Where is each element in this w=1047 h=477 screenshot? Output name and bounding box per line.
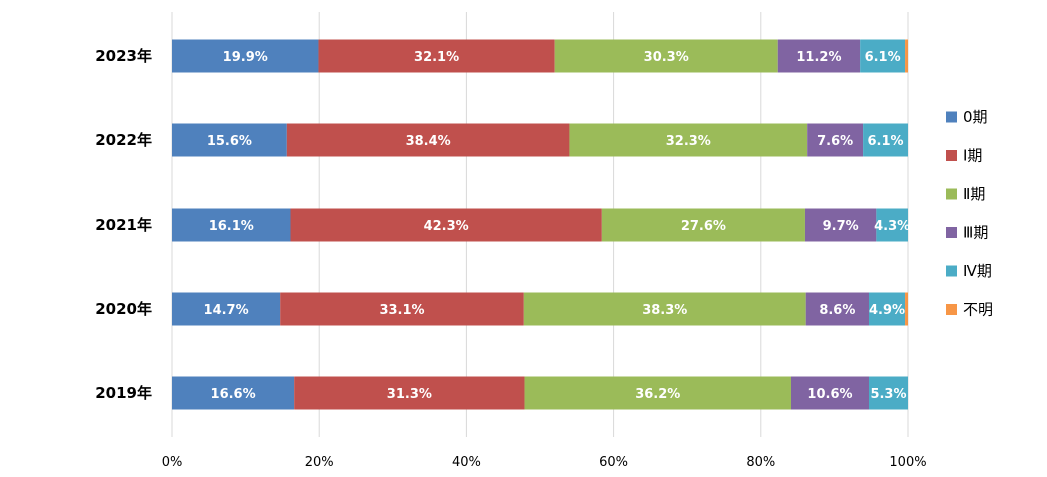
bar-segment <box>868 292 906 326</box>
data-label: 14.7% <box>204 303 249 318</box>
data-label: 9.7% <box>823 219 859 234</box>
legend-label: Ⅱ期 <box>963 185 985 203</box>
data-label: 10.6% <box>807 387 852 402</box>
data-label: 30.3% <box>644 50 689 65</box>
bar-segment <box>905 292 908 326</box>
bar-segment <box>863 123 908 157</box>
data-label: 7.6% <box>817 134 853 149</box>
category-label: 2019年 <box>95 384 152 402</box>
data-label: 16.6% <box>211 387 256 402</box>
bar-segment <box>523 292 806 326</box>
bar-segment <box>777 39 861 73</box>
bar-segment <box>807 123 864 157</box>
data-label: 4.9% <box>869 303 905 318</box>
data-label: 16.1% <box>209 219 254 234</box>
bar-segment <box>790 376 869 410</box>
category-label: 2020年 <box>95 300 152 318</box>
bar-segment <box>876 208 908 242</box>
data-label: 33.1% <box>379 303 424 318</box>
data-label: 6.1% <box>868 134 904 149</box>
x-tick-label: 20% <box>305 455 334 470</box>
data-label: 36.2% <box>635 387 680 402</box>
bar-segment <box>318 39 555 73</box>
x-tick-label: 100% <box>889 455 926 470</box>
legend-label: Ⅲ期 <box>963 224 988 242</box>
legend-label: 0期 <box>963 108 988 126</box>
legend-swatch <box>946 150 957 161</box>
bar-segment <box>290 208 602 242</box>
legend-label: Ⅳ期 <box>963 262 992 280</box>
data-label: 11.2% <box>796 50 841 65</box>
bar-segment <box>524 376 791 410</box>
x-tick-label: 80% <box>746 455 775 470</box>
data-label: 4.3% <box>874 219 910 234</box>
category-label: 2021年 <box>95 216 152 234</box>
legend-swatch <box>946 265 957 277</box>
data-label: 32.1% <box>414 50 459 65</box>
data-label: 5.3% <box>870 387 906 402</box>
data-label: 32.3% <box>666 134 711 149</box>
bar-segment <box>172 292 281 326</box>
legend-swatch <box>946 304 957 315</box>
data-label: 8.6% <box>819 303 855 318</box>
x-tick-label: 60% <box>599 455 628 470</box>
data-label: 6.1% <box>865 50 901 65</box>
bar-segment <box>804 208 877 242</box>
bar-segment <box>805 292 869 326</box>
data-label: 42.3% <box>424 219 469 234</box>
category-label: 2023年 <box>95 47 152 65</box>
bar-segment <box>294 376 525 410</box>
bar-segment <box>172 208 291 242</box>
bar-segment <box>172 376 295 410</box>
x-tick-label: 0% <box>162 455 183 470</box>
bar-segment <box>172 123 287 157</box>
bar-segment <box>554 39 778 73</box>
legend-swatch <box>946 111 957 123</box>
x-tick-label: 40% <box>452 455 481 470</box>
bar-segment <box>601 208 805 242</box>
legend-swatch <box>946 227 957 238</box>
bar-segment <box>868 376 908 410</box>
category-label: 2022年 <box>95 131 152 149</box>
bar-segment <box>860 39 906 73</box>
bar-segment <box>172 39 319 73</box>
bar-segment <box>905 39 908 73</box>
data-label: 38.4% <box>406 134 451 149</box>
legend-label: Ⅰ期 <box>963 147 982 165</box>
legend-swatch <box>946 188 957 200</box>
data-label: 19.9% <box>223 50 268 65</box>
bar-segment <box>286 123 570 157</box>
data-label: 38.3% <box>642 303 687 318</box>
bar-segment <box>569 123 808 157</box>
data-label: 27.6% <box>681 219 726 234</box>
data-label: 31.3% <box>387 387 432 402</box>
bar-segment <box>280 292 524 326</box>
data-label: 15.6% <box>207 134 252 149</box>
legend-label: 不明 <box>963 301 993 319</box>
